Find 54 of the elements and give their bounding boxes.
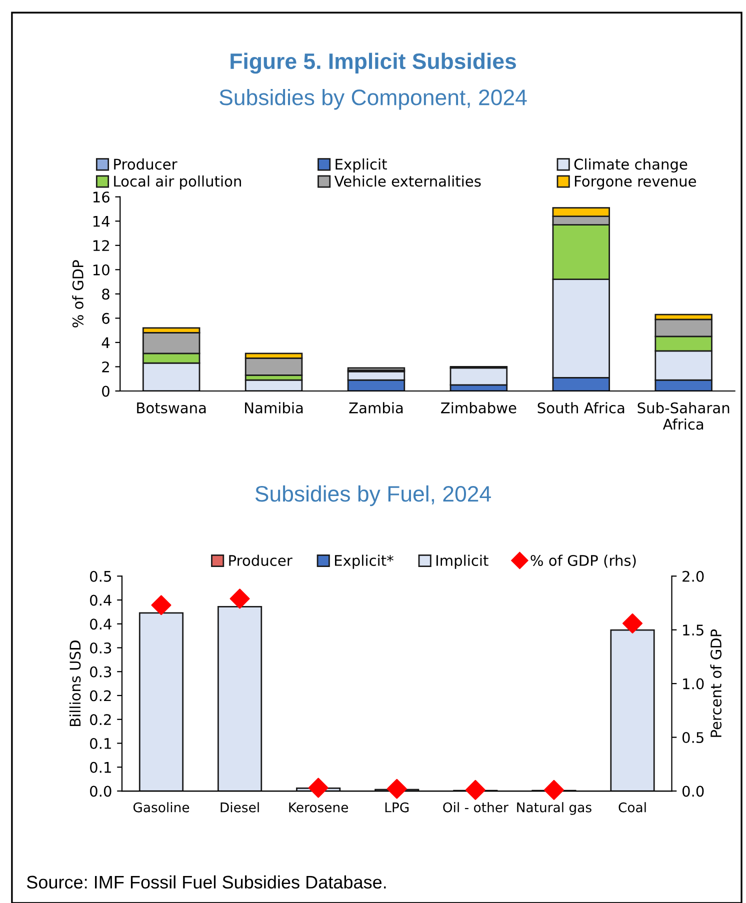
y-tick-label: 12 <box>93 240 109 251</box>
x-tick-label: Botswana <box>137 402 206 414</box>
x-tick-label: Natural gas <box>517 802 592 815</box>
legend-label: Forgone revenue <box>574 176 696 190</box>
legend-label: Explicit <box>336 158 387 173</box>
y-axis-title: Billions USD <box>69 640 81 726</box>
legend-label: Producer <box>229 554 292 566</box>
y-tick-label: 14 <box>93 216 110 227</box>
x-tick-label: Gasoline <box>133 802 190 812</box>
y-tick-label: 0.2 <box>90 690 111 702</box>
x-tick-label: South Africa <box>538 402 624 414</box>
y-axis-title: % of GDP <box>72 260 84 328</box>
x-tick-label: Zimbabwe <box>441 402 516 414</box>
y-tick-label: 0.3 <box>90 642 112 654</box>
y-tick-label: 0.1 <box>90 738 111 750</box>
y-tick-label: 0.0 <box>90 786 112 797</box>
chart-subtitle: Subsidies by Component, 2024 <box>220 88 527 110</box>
chart-title: Subsidies by Fuel, 2024 <box>255 485 491 506</box>
x-tick-label: Namibia <box>245 402 303 414</box>
y-tick-label: 0.4 <box>90 618 112 630</box>
y-tick-label: 0.5 <box>90 570 111 582</box>
y-tick-label: 6 <box>102 312 110 324</box>
y-tick-label: 0.1 <box>90 762 111 773</box>
y-tick-label: 4 <box>102 337 110 348</box>
x-tick-label: Coal <box>618 802 646 812</box>
legend-label: Climate change <box>574 158 688 173</box>
y-tick-label: 10 <box>93 264 110 276</box>
y-tick-label: 2 <box>102 361 109 372</box>
chart-title: Figure 5. Implicit Subsidies <box>230 52 516 74</box>
y-tick-label: 16 <box>93 192 110 203</box>
y2-tick-label: 0.5 <box>682 732 704 744</box>
source-note: Source: IMF Fossil Fuel Subsidies Database. <box>26 875 386 889</box>
y-tick-label: 8 <box>102 288 110 300</box>
y-tick-label: 0.4 <box>90 594 112 606</box>
x-tick-label: Kerosene <box>289 802 348 812</box>
x-tick-label: LPG <box>385 802 409 812</box>
y2-tick-label: 1.0 <box>683 678 704 690</box>
y2-tick-label: 2.0 <box>682 570 704 582</box>
x-tick-label: Sub-Saharan Africa <box>638 402 730 430</box>
y2-tick-label: 1.5 <box>683 624 704 636</box>
legend-label: Local air pollution <box>114 175 241 190</box>
y2-tick-label: 0.0 <box>682 786 704 797</box>
legend-label: % of GDP (rhs) <box>530 554 636 568</box>
y-tick-label: 0 <box>102 386 110 397</box>
x-tick-label: Diesel <box>220 802 259 812</box>
legend-label: Implicit <box>436 554 488 569</box>
legend-label: Vehicle externalities <box>334 175 481 187</box>
legend-label: Explicit* <box>335 554 394 569</box>
x-tick-label: Zambia <box>349 402 403 414</box>
y-tick-label: 0.2 <box>90 714 111 726</box>
x-tick-label: Oil - other <box>443 802 508 812</box>
y-tick-label: 0.3 <box>90 666 112 678</box>
legend-label: Producer <box>114 158 178 170</box>
y2-axis-title: Percent of GDP <box>710 629 722 737</box>
